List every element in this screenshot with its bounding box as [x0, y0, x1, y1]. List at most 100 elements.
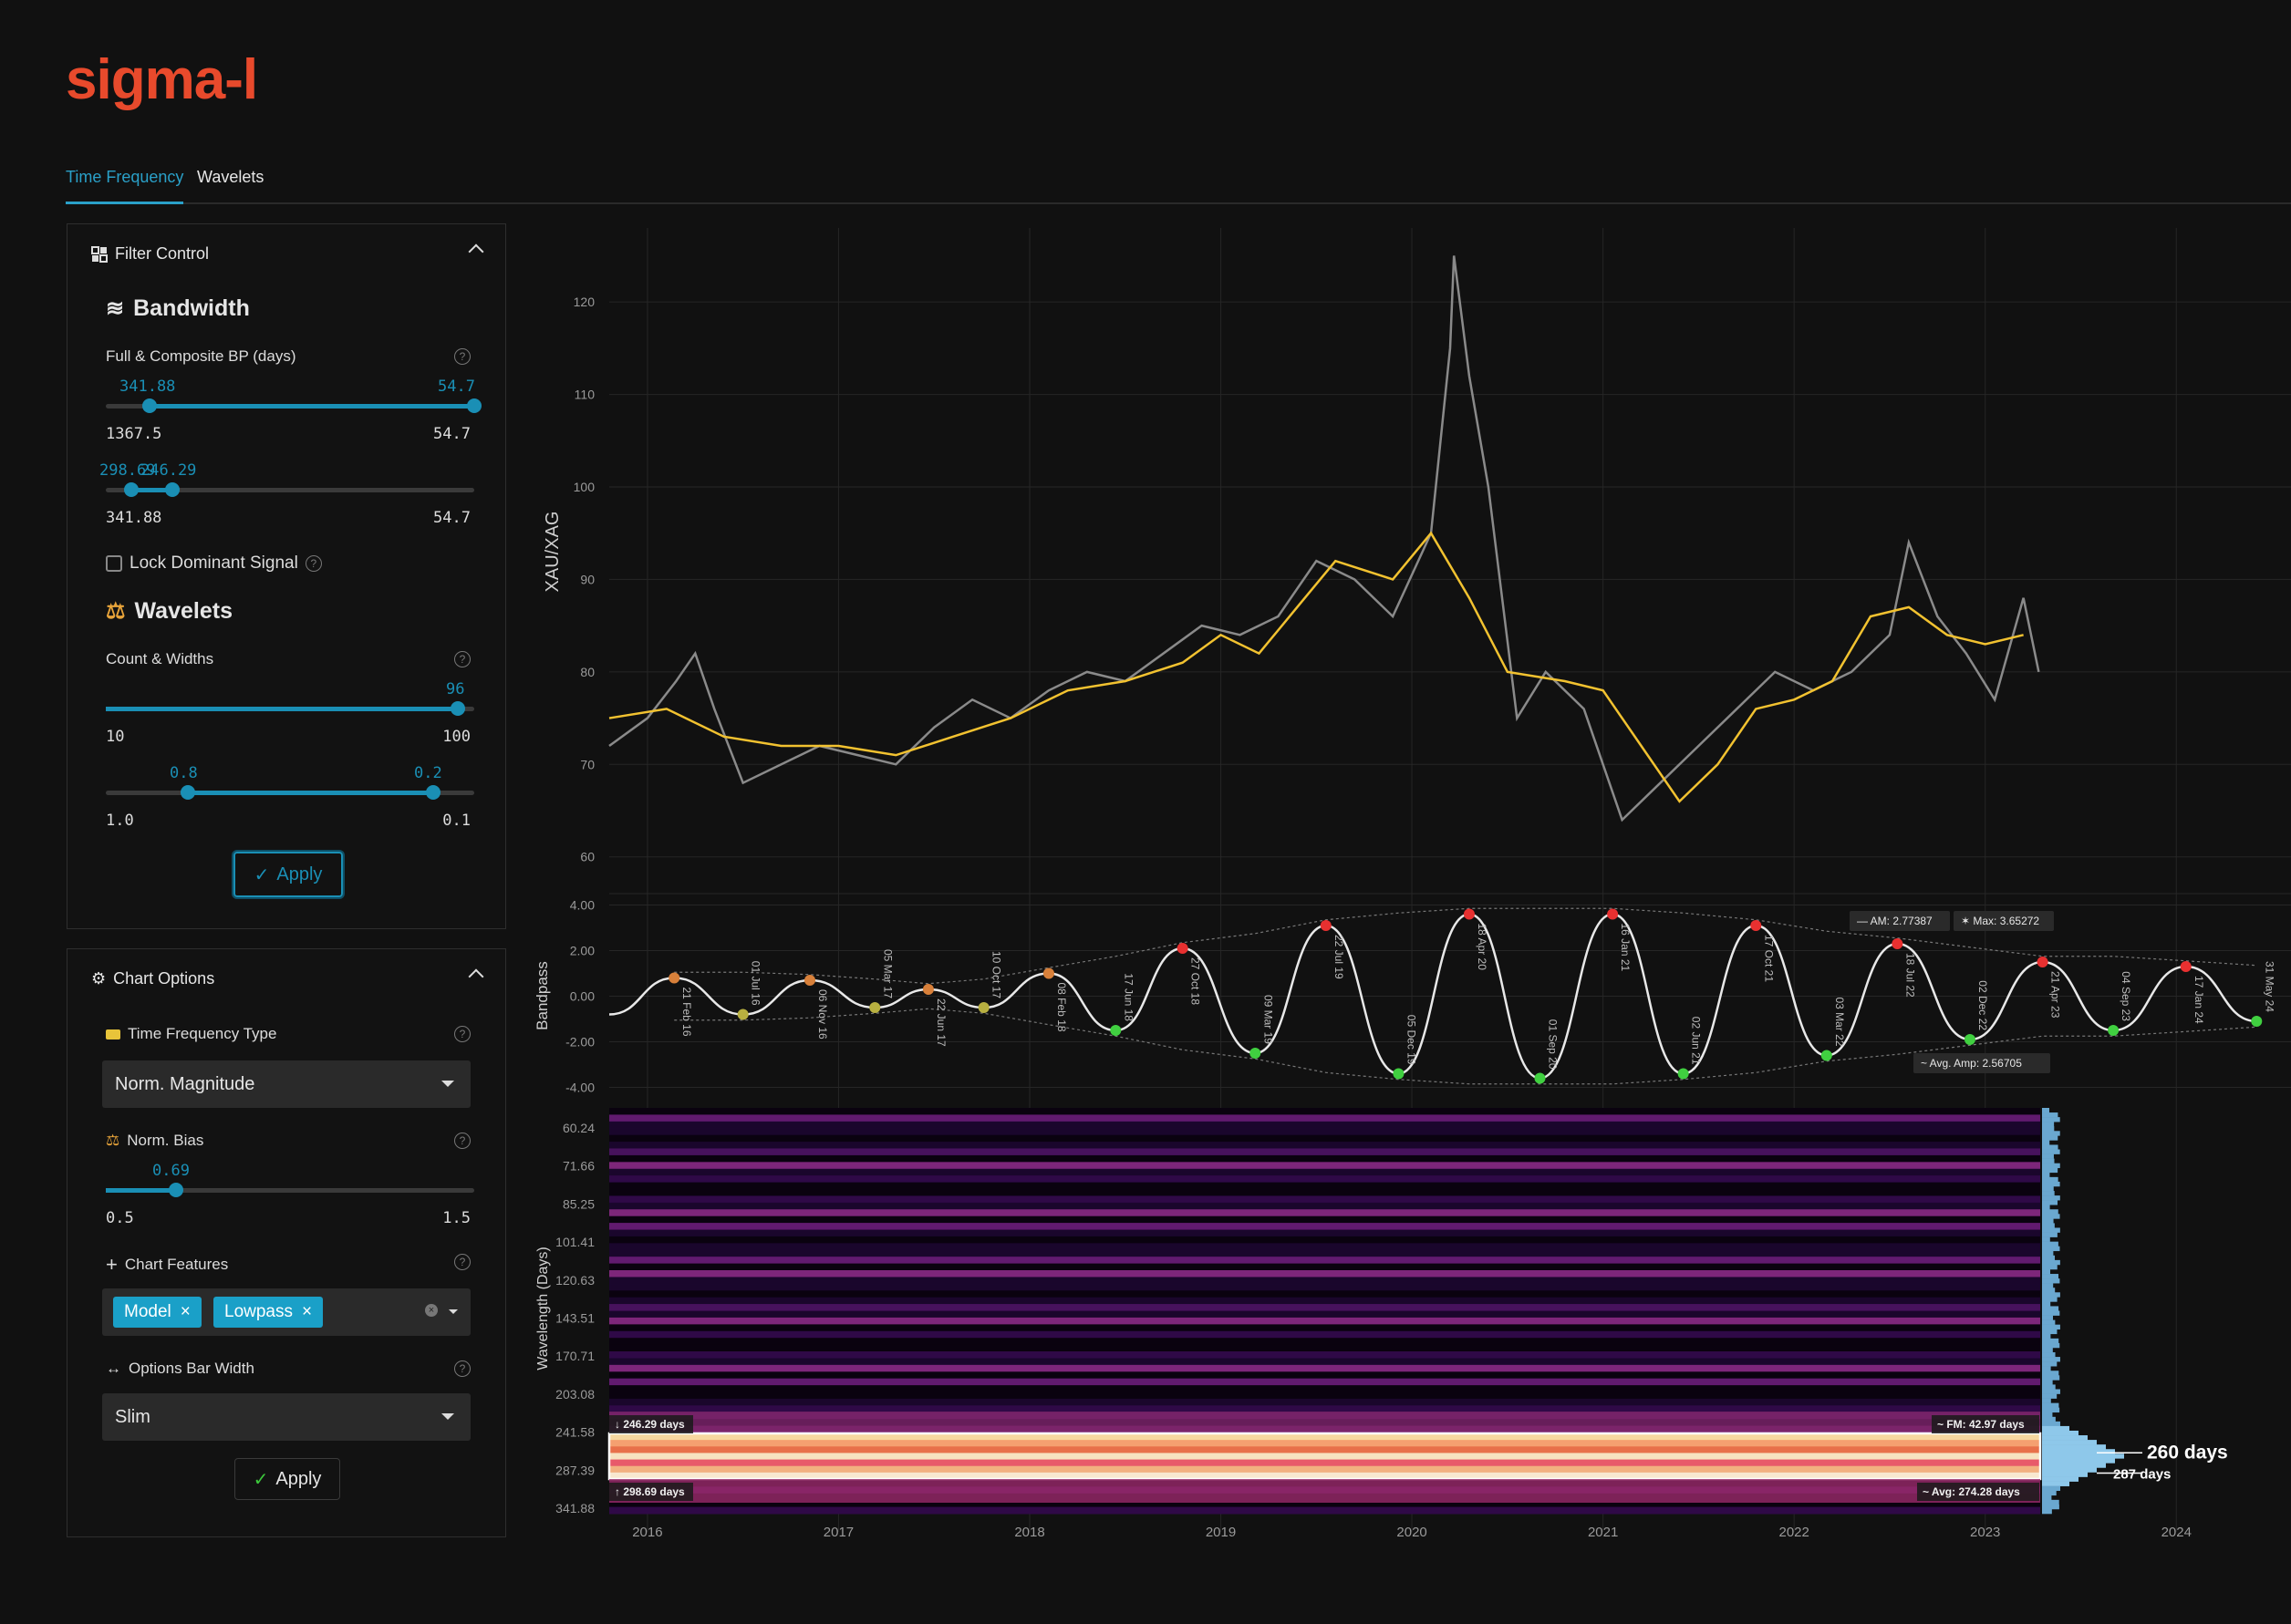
help-icon[interactable]: ?	[305, 555, 322, 572]
heatmap-row	[609, 1338, 2040, 1346]
heatmap-row	[609, 1283, 2040, 1291]
full-bp-slider[interactable]	[106, 398, 482, 413]
help-icon[interactable]: ?	[454, 348, 471, 365]
heatmap-band-row	[609, 1446, 2040, 1453]
slider-handle-high[interactable]	[164, 482, 180, 497]
spectrum-bar	[2042, 1163, 2060, 1169]
widths-low-value: 0.8	[170, 764, 198, 782]
y-tick-label: 170.71	[555, 1349, 595, 1363]
chart-options-title: Chart Options	[113, 969, 215, 988]
turning-point-label: 18 Apr 20	[1476, 924, 1488, 971]
feature-chip-lowpass[interactable]: Lowpass ×	[213, 1297, 324, 1328]
spectrum-bar	[2042, 1135, 2058, 1141]
spectrum-bar	[2042, 1463, 2106, 1468]
bar-width-label-row: ↔ Options Bar Width	[106, 1360, 254, 1378]
spectrum-bar	[2042, 1283, 2054, 1288]
spectrum-bar	[2042, 1440, 2097, 1445]
heatmap-row	[609, 1148, 2040, 1156]
y-tick-label: 85.25	[563, 1196, 595, 1211]
y-tick-label: 241.58	[555, 1425, 595, 1440]
spectrum-bar	[2042, 1268, 2051, 1275]
spectrum-bar	[2042, 1458, 2115, 1464]
spectrum-bar	[2042, 1259, 2060, 1266]
widths-slider[interactable]	[106, 785, 474, 800]
help-icon[interactable]: ?	[454, 1254, 471, 1270]
y-tick-label: 110	[575, 388, 596, 402]
close-icon[interactable]: ×	[302, 1302, 313, 1321]
help-icon[interactable]: ?	[454, 1360, 471, 1377]
slider-handle[interactable]	[450, 701, 465, 716]
slider-handle-low[interactable]	[142, 398, 158, 413]
spectrum-bar	[2042, 1472, 2088, 1477]
count-slider[interactable]	[106, 701, 474, 716]
heatmap-row	[609, 1108, 2040, 1115]
turning-point-label: 17 Jun 18	[1122, 973, 1135, 1021]
features-multiselect[interactable]: Model × Lowpass × ×	[102, 1288, 471, 1336]
slider-handle-high[interactable]	[426, 785, 441, 800]
turning-point	[804, 975, 816, 986]
am-annotation: — AM: 2.77387	[1857, 915, 1933, 927]
help-icon[interactable]: ?	[454, 1026, 471, 1042]
count-min: 10	[106, 728, 125, 746]
collapse-icon[interactable]	[468, 243, 484, 260]
tab-wavelets[interactable]: Wavelets	[197, 168, 264, 186]
tf-type-select[interactable]: Norm. Magnitude	[102, 1060, 471, 1108]
x-tick-label: 2024	[2161, 1525, 2192, 1540]
turning-point-label: 01 Jul 16	[750, 961, 762, 1006]
spectrum-bar	[2042, 1380, 2053, 1385]
x-tick-label: 2022	[1778, 1525, 1809, 1540]
lock-dominant-checkbox[interactable]	[106, 555, 122, 572]
bandpass-chart[interactable]: 4.00 2.00 0.00 -2.00 -4.00 Bandpass 21 Feb 16 0…	[534, 893, 2291, 1095]
slider-handle-low[interactable]	[124, 482, 140, 497]
clear-icon[interactable]: ×	[425, 1304, 438, 1317]
heatmap-row	[609, 1189, 2040, 1196]
slider-handle-high[interactable]	[467, 398, 482, 413]
spectrum-bar	[2042, 1416, 2056, 1422]
fm-label: ~ FM: 42.97 days	[1937, 1418, 2025, 1431]
tab-time-frequency[interactable]: Time Frequency	[66, 168, 184, 204]
feature-chip-model[interactable]: Model ×	[113, 1297, 202, 1328]
spectrum-bar	[2042, 1246, 2060, 1252]
chip-label: Lowpass	[224, 1302, 293, 1321]
chart-apply-button[interactable]: ✓ Apply	[234, 1458, 340, 1500]
inner-bp-slider[interactable]	[106, 482, 474, 497]
full-min: 1367.5	[106, 425, 162, 443]
x-axis: 2016 2017 2018 2019 2020 2021 2022 2023 2024	[632, 1525, 2192, 1540]
turning-point	[869, 1002, 881, 1013]
bar-width-select[interactable]: Slim	[102, 1393, 471, 1441]
lock-dominant-row[interactable]: Lock Dominant Signal ?	[106, 553, 322, 574]
turning-point	[2251, 1016, 2263, 1027]
chart-options-header[interactable]: ⚙ Chart Options	[91, 969, 214, 988]
heatmap-row	[609, 1202, 2040, 1210]
spectrum-bar	[2042, 1329, 2058, 1335]
filter-control-panel: Filter Control ≋ Bandwidth Full & Compos…	[67, 223, 506, 929]
heatmap-row	[609, 1378, 2040, 1386]
filter-apply-button[interactable]: ✓ Apply	[233, 852, 343, 897]
close-icon[interactable]: ×	[180, 1302, 191, 1321]
spectrum-bar	[2042, 1430, 2078, 1436]
spectrum-bar	[2042, 1241, 2058, 1247]
band-top-label-box	[609, 1415, 693, 1433]
collapse-icon[interactable]	[468, 968, 484, 985]
slider-handle-low[interactable]	[180, 785, 195, 800]
slider-handle[interactable]	[168, 1183, 183, 1197]
help-icon[interactable]: ?	[454, 1133, 471, 1149]
chart-area[interactable]: 60 70 80 90 100 110 120 XAU/XAG 4.00 2.00 0.00 -2.…	[529, 0, 2291, 1624]
spectrum-bar	[2042, 1131, 2060, 1136]
am-annotation-box	[1850, 911, 1950, 931]
x-tick-label: 2020	[1396, 1525, 1426, 1540]
bias-slider[interactable]	[106, 1183, 474, 1197]
heatmap-chart[interactable]: 60.24 71.66 85.25 101.41 120.63 143.51 170.71 2…	[535, 1108, 2228, 1515]
heatmap-row	[609, 1304, 2040, 1311]
spectrum-bar	[2042, 1232, 2058, 1237]
turning-point	[1677, 1068, 1689, 1080]
spectrum-bar	[2042, 1421, 2060, 1427]
help-icon[interactable]: ?	[454, 651, 471, 667]
heatmap-row	[609, 1154, 2040, 1163]
turning-point-label: 16 Jan 21	[1619, 924, 1632, 972]
widths-max: 0.1	[442, 812, 471, 830]
filter-control-header[interactable]: Filter Control	[91, 244, 209, 264]
spectrum-bar	[2042, 1319, 2056, 1325]
spectrum-bar	[2042, 1481, 2069, 1486]
spectrum-bar	[2042, 1495, 2052, 1501]
